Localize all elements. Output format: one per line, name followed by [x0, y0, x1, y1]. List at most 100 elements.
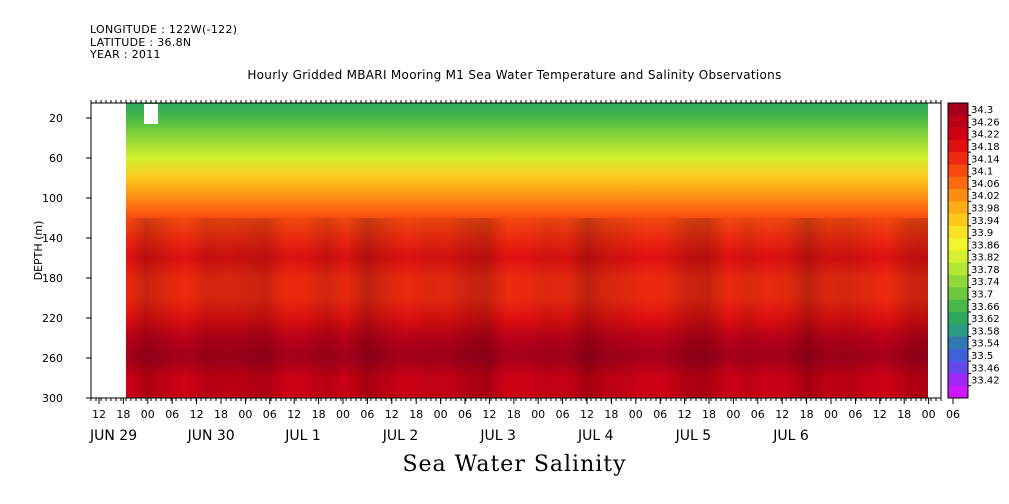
colorbar-label: 34.06: [971, 179, 1000, 190]
colorbar-swatch: [948, 225, 968, 239]
colorbar-swatch: [948, 152, 968, 165]
colorbar-swatch: [948, 336, 968, 350]
x-tick-label: 00: [824, 408, 838, 421]
colorbar-swatch: [948, 115, 968, 128]
plot-area: [90, 102, 942, 399]
x-tick-label: 12: [385, 408, 399, 421]
colorbar-label: 33.54: [971, 339, 1000, 350]
colorbar-swatch: [948, 238, 968, 251]
colorbar-label: 33.58: [971, 326, 1000, 337]
x-tick-label: 06: [458, 408, 472, 421]
colorbar-label: 33.5: [971, 351, 993, 362]
x-tick-label: 00: [726, 408, 740, 421]
colorbar-label: 33.98: [971, 203, 1000, 214]
colorbar-label: 34.18: [971, 142, 1000, 153]
x-tick-label: 18: [507, 408, 521, 421]
colorbar-swatch: [948, 201, 968, 214]
x-day-label: JUL 3: [479, 428, 516, 444]
x-tick-label: 18: [409, 408, 423, 421]
x-tick-label: 06: [848, 408, 862, 421]
x-tick-label: 18: [312, 408, 326, 421]
missing-data-gap: [144, 104, 158, 124]
colorbar-label: 33.78: [971, 265, 1000, 276]
colorbar-swatch: [948, 176, 968, 190]
bottom-label: Sea Water Salinity: [402, 452, 627, 477]
y-tick-label: 100: [42, 192, 63, 205]
x-tick-label: 00: [531, 408, 545, 421]
x-tick-label: 00: [141, 408, 155, 421]
colorbar-label: 33.7: [971, 290, 993, 301]
x-tick-label: 18: [702, 408, 716, 421]
colorbar-label: 33.46: [971, 363, 1000, 374]
colorbar-swatch: [948, 213, 968, 227]
longitude-label: LONGITUDE : 122W(-122): [90, 23, 238, 36]
x-tick-label: 18: [800, 408, 814, 421]
colorbar-label: 34.14: [971, 154, 1000, 165]
x-tick-label: 00: [629, 408, 643, 421]
x-tick-label: 18: [116, 408, 130, 421]
colorbar-label: 34.02: [971, 191, 1000, 202]
x-tick-label: 18: [604, 408, 618, 421]
colorbar-label: 33.42: [971, 376, 1000, 387]
x-tick-label: 12: [580, 408, 594, 421]
y-tick-label: 220: [42, 312, 63, 325]
colorbar-label: 33.82: [971, 253, 1000, 264]
y-tick-label: 60: [49, 152, 63, 165]
year-label: YEAR : 2011: [90, 48, 161, 61]
colorbar-swatch: [948, 361, 968, 374]
x-tick-label: 06: [653, 408, 667, 421]
colorbar-swatch: [948, 103, 968, 116]
colorbar-swatch: [948, 262, 968, 276]
metadata-block: LONGITUDE : 122W(-122) LATITUDE : 36.8N …: [90, 23, 238, 62]
x-day-label: JUL 6: [772, 428, 809, 444]
chart-title: Hourly Gridded MBARI Mooring M1 Sea Wate…: [247, 68, 782, 82]
x-tick-label: 06: [360, 408, 374, 421]
x-tick-label: 06: [751, 408, 765, 421]
x-tick-label: 06: [165, 408, 179, 421]
y-tick-label: 300: [42, 392, 63, 405]
x-day-label: JUL 5: [675, 428, 712, 444]
salinity-variation: [126, 218, 928, 398]
x-tick-label: 12: [678, 408, 692, 421]
colorbar-label: 34.26: [971, 117, 1000, 128]
x-day-label: JUN 30: [187, 428, 235, 444]
colorbar-label: 34.3: [971, 105, 993, 116]
x-day-label: JUN 29: [89, 428, 137, 444]
colorbar-label: 33.94: [971, 216, 1000, 227]
colorbar-label: 33.66: [971, 302, 1000, 313]
colorbar-swatch: [948, 373, 968, 387]
colorbar-label: 33.86: [971, 240, 1000, 251]
colorbar-label: 34.1: [971, 167, 993, 178]
colorbar-label: 33.62: [971, 314, 1000, 325]
x-day-label: JUL 2: [382, 428, 419, 444]
y-tick-label: 20: [49, 112, 63, 125]
x-tick-label: 00: [434, 408, 448, 421]
colorbar-label: 33.9: [971, 228, 993, 239]
y-tick-label: 260: [42, 352, 63, 365]
x-tick-label: 18: [214, 408, 228, 421]
x-tick-label: 18: [897, 408, 911, 421]
colorbar-swatch: [948, 189, 968, 202]
colorbar-swatch: [948, 287, 968, 300]
x-tick-label: 06: [263, 408, 277, 421]
colorbar-swatch: [948, 127, 968, 141]
x-day-label: JUL 1: [284, 428, 321, 444]
colorbar: 34.334.2634.2234.1834.1434.134.0634.0233…: [947, 102, 1000, 399]
colorbar-swatch: [948, 250, 968, 264]
colorbar-swatch: [948, 311, 968, 325]
x-tick-label: 00: [336, 408, 350, 421]
colorbar-label: 33.74: [971, 277, 1000, 288]
colorbar-swatch: [948, 299, 968, 313]
colorbar-label: 34.22: [971, 130, 1000, 141]
x-tick-label: 06: [946, 408, 960, 421]
y-axis-label: DEPTH (m): [32, 221, 45, 281]
x-tick-label: 12: [775, 408, 789, 421]
latitude-label: LATITUDE : 36.8N: [90, 35, 192, 49]
colorbar-swatch: [948, 139, 968, 153]
x-day-label: JUL 4: [577, 428, 614, 444]
y-tick-label: 180: [42, 272, 63, 285]
colorbar-swatch: [948, 348, 968, 362]
x-tick-label: 00: [238, 408, 252, 421]
x-tick-label: 06: [556, 408, 570, 421]
y-tick-label: 140: [42, 232, 63, 245]
